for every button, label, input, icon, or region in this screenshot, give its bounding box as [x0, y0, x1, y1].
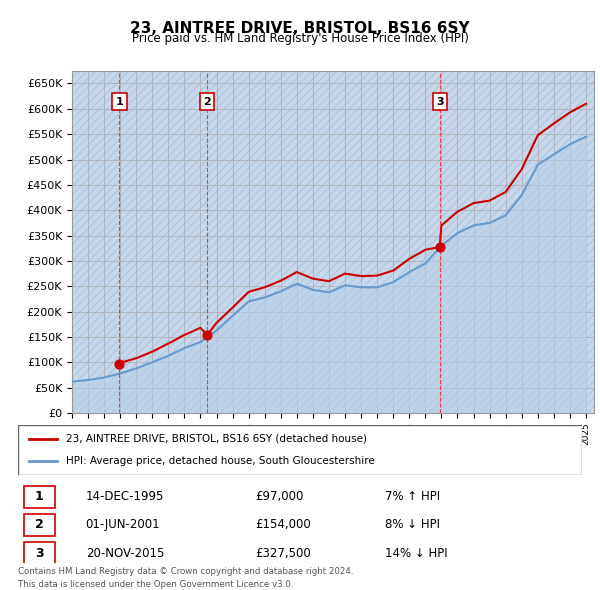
- Text: 23, AINTREE DRIVE, BRISTOL, BS16 6SY: 23, AINTREE DRIVE, BRISTOL, BS16 6SY: [130, 21, 470, 35]
- Text: Price paid vs. HM Land Registry's House Price Index (HPI): Price paid vs. HM Land Registry's House …: [131, 32, 469, 45]
- Point: [202, 330, 212, 340]
- Text: 14-DEC-1995: 14-DEC-1995: [86, 490, 164, 503]
- Text: 01-JUN-2001: 01-JUN-2001: [86, 519, 160, 532]
- Text: 20-NOV-2015: 20-NOV-2015: [86, 547, 164, 560]
- Text: 1: 1: [116, 97, 123, 107]
- Text: 3: 3: [436, 97, 443, 107]
- Text: £154,000: £154,000: [255, 519, 311, 532]
- Point: [435, 242, 445, 252]
- Text: 2: 2: [35, 519, 44, 532]
- Text: 7% ↑ HPI: 7% ↑ HPI: [385, 490, 440, 503]
- Text: 1: 1: [35, 490, 44, 503]
- Text: £97,000: £97,000: [255, 490, 303, 503]
- Text: 8% ↓ HPI: 8% ↓ HPI: [385, 519, 440, 532]
- Text: HPI: Average price, detached house, South Gloucestershire: HPI: Average price, detached house, Sout…: [66, 456, 374, 466]
- Text: £327,500: £327,500: [255, 547, 311, 560]
- Text: 23, AINTREE DRIVE, BRISTOL, BS16 6SY (detached house): 23, AINTREE DRIVE, BRISTOL, BS16 6SY (de…: [66, 434, 367, 444]
- FancyBboxPatch shape: [23, 514, 55, 536]
- Text: 2: 2: [203, 97, 211, 107]
- Text: Contains HM Land Registry data © Crown copyright and database right 2024.: Contains HM Land Registry data © Crown c…: [18, 567, 353, 576]
- FancyBboxPatch shape: [18, 425, 582, 475]
- FancyBboxPatch shape: [23, 542, 55, 564]
- FancyBboxPatch shape: [23, 486, 55, 508]
- Text: This data is licensed under the Open Government Licence v3.0.: This data is licensed under the Open Gov…: [18, 580, 293, 589]
- Point: [115, 359, 124, 369]
- Text: 14% ↓ HPI: 14% ↓ HPI: [385, 547, 447, 560]
- Text: 3: 3: [35, 547, 43, 560]
